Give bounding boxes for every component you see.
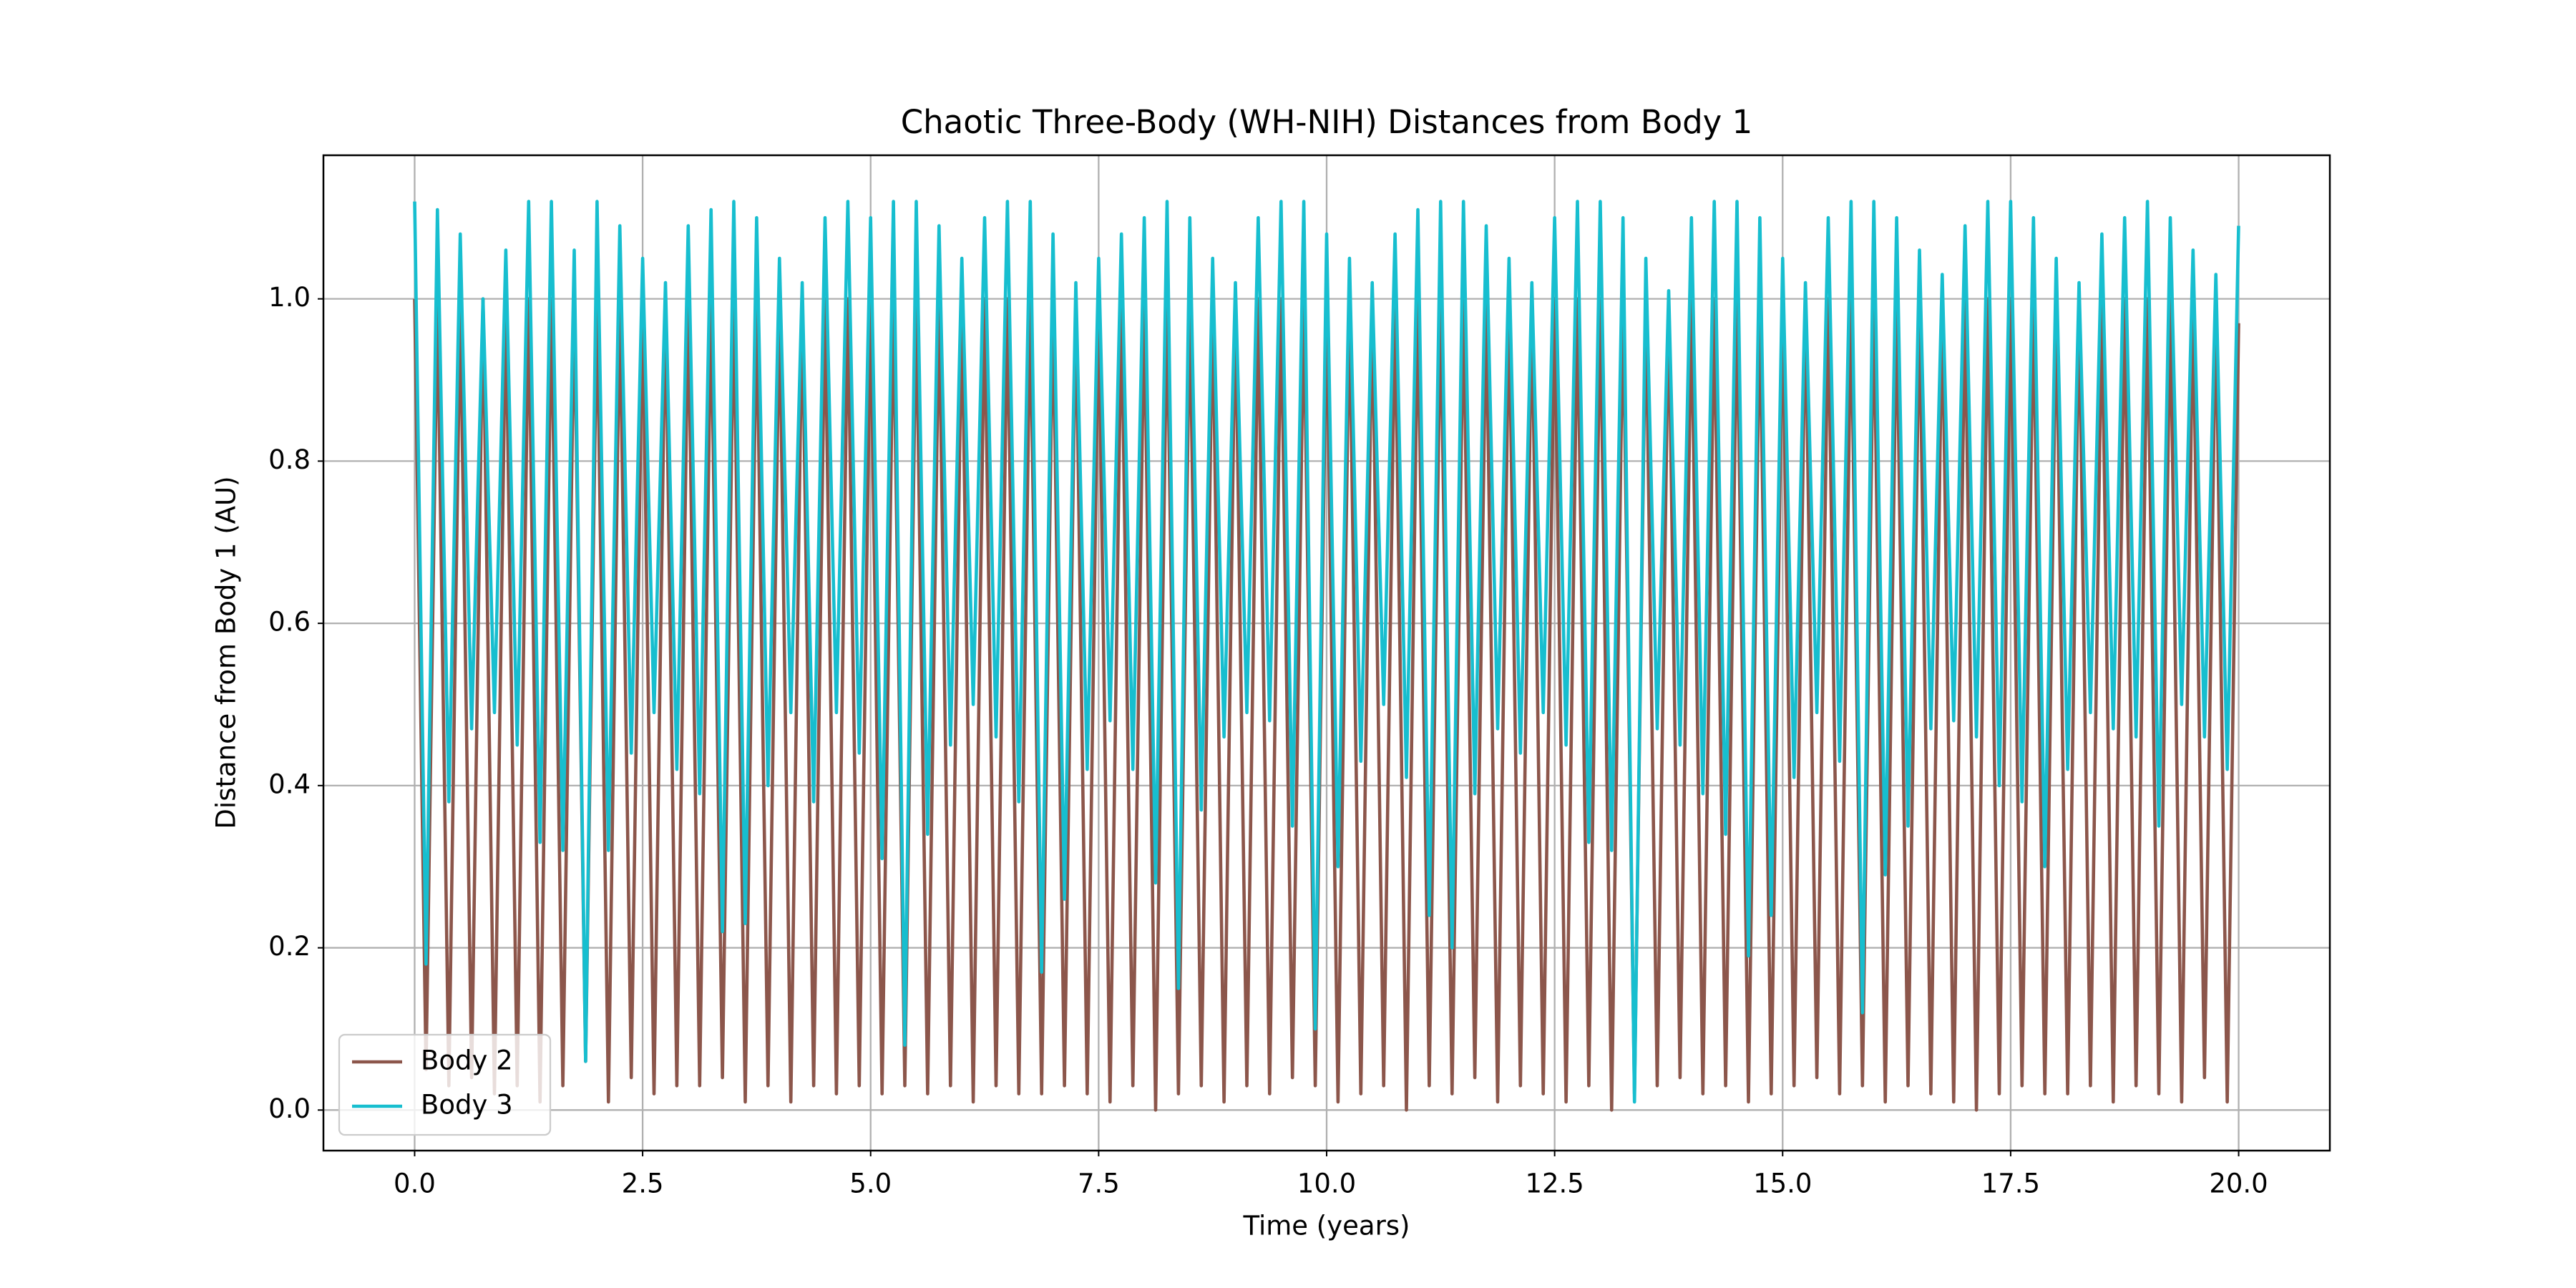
- legend-label: Body 2: [421, 1045, 513, 1076]
- x-tick-label: 2.5: [622, 1169, 664, 1199]
- x-axis-label: Time (years): [1242, 1211, 1410, 1241]
- y-tick-label: 0.4: [268, 769, 311, 799]
- y-tick-label: 0.2: [268, 931, 311, 962]
- x-tick-label: 20.0: [2209, 1169, 2268, 1199]
- x-tick-label: 10.0: [1297, 1169, 1356, 1199]
- legend-label: Body 3: [421, 1090, 513, 1121]
- y-axis-label: Distance from Body 1 (AU): [211, 476, 242, 829]
- x-tick-label: 5.0: [849, 1169, 892, 1199]
- y-tick-label: 0.0: [268, 1093, 311, 1124]
- x-tick-label: 12.5: [1525, 1169, 1584, 1199]
- y-tick-label: 0.6: [268, 607, 311, 638]
- x-tick-label: 0.0: [394, 1169, 436, 1199]
- chart-title: Chaotic Three-Body (WH-NIH) Distances fr…: [901, 103, 1753, 141]
- x-tick-label: 15.0: [1753, 1169, 1812, 1199]
- x-tick-label: 7.5: [1078, 1169, 1120, 1199]
- data-line: [413, 200, 2240, 1104]
- legend-box: [338, 1033, 552, 1136]
- y-tick-label: 1.0: [268, 282, 311, 313]
- y-tick-label: 0.8: [268, 444, 311, 475]
- plot-frame: [322, 154, 2331, 1152]
- x-tick-label: 17.5: [1981, 1169, 2040, 1199]
